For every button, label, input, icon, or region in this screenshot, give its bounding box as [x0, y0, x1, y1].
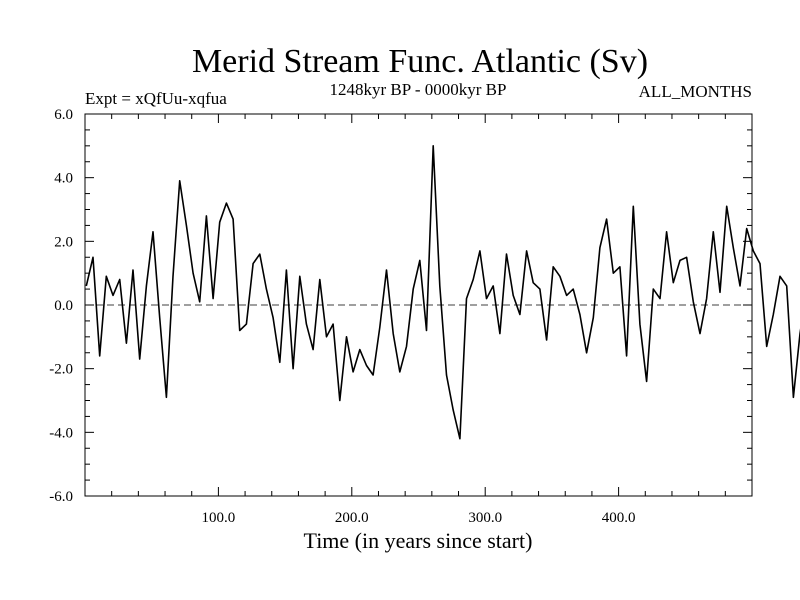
x-tick-label: 400.0 — [602, 510, 636, 526]
y-tick-label: 0.0 — [54, 298, 73, 314]
y-tick-label: 6.0 — [54, 107, 73, 123]
plot-area: 6.0 4.0 2.0 0.0 -2.0 -4.0 -6.0 100.0 200.0 300.0 4… — [49, 107, 800, 526]
x-tick-label: 300.0 — [468, 510, 502, 526]
y-tick-label: -2.0 — [49, 362, 73, 378]
x-axis-label: Time (in years since start) — [304, 528, 533, 553]
y-tick-label: 2.0 — [54, 234, 73, 250]
chart-title: Merid Stream Func. Atlantic (Sv) — [192, 43, 648, 80]
y-tick-label: -4.0 — [49, 425, 73, 441]
x-tick-label: 200.0 — [335, 510, 369, 526]
y-tick-label: 4.0 — [54, 171, 73, 187]
x-tick-label: 100.0 — [202, 510, 236, 526]
time-range-label: 1248kyr BP - 0000kyr BP — [330, 80, 507, 99]
stream-function-series-line — [85, 145, 800, 440]
y-tick-label: -6.0 — [49, 489, 73, 505]
months-label: ALL_MONTHS — [639, 82, 752, 101]
experiment-label: Expt = xQfUu-xqfua — [85, 89, 227, 108]
